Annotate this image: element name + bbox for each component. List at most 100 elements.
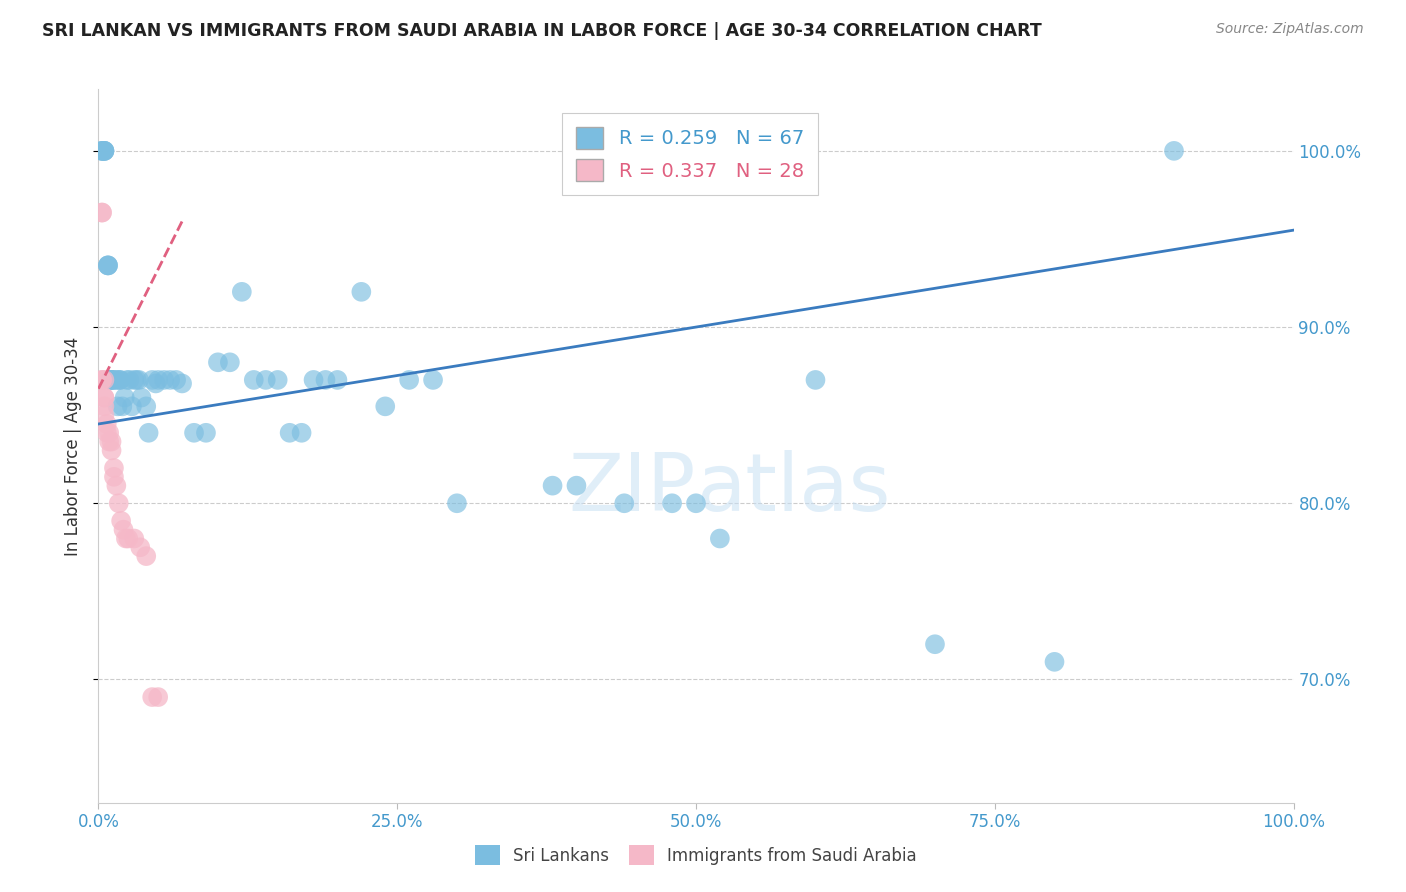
- Point: [118, 373, 141, 387]
- Point: [97, 259, 120, 273]
- Point: [98, 373, 122, 387]
- Point: [93, 373, 115, 387]
- Point: [138, 425, 160, 440]
- Point: [446, 496, 468, 510]
- Point: [91, 205, 114, 219]
- Point: [398, 373, 420, 387]
- Point: [1043, 655, 1066, 669]
- Point: [183, 425, 205, 440]
- Point: [129, 541, 152, 555]
- Point: [105, 478, 128, 492]
- Point: [194, 425, 218, 440]
- Point: [114, 391, 136, 405]
- Point: [111, 400, 134, 414]
- Point: [93, 144, 115, 158]
- Point: [96, 425, 118, 440]
- Point: [100, 434, 122, 449]
- Point: [165, 373, 187, 387]
- Point: [100, 443, 122, 458]
- Point: [98, 434, 121, 449]
- Point: [613, 496, 636, 510]
- Legend: Sri Lankans, Immigrants from Saudi Arabia: Sri Lankans, Immigrants from Saudi Arabi…: [467, 837, 925, 873]
- Point: [107, 373, 129, 387]
- Point: [97, 259, 120, 273]
- Point: [267, 373, 290, 387]
- Point: [91, 373, 114, 387]
- Point: [291, 425, 314, 440]
- Point: [103, 461, 125, 475]
- Point: [148, 690, 170, 704]
- Point: [661, 496, 683, 510]
- Point: [91, 144, 114, 158]
- Point: [172, 376, 194, 391]
- Point: [231, 285, 253, 299]
- Point: [115, 373, 138, 387]
- Point: [108, 373, 131, 387]
- Point: [219, 355, 242, 369]
- Y-axis label: In Labor Force | Age 30-34: In Labor Force | Age 30-34: [65, 336, 83, 556]
- Point: [207, 355, 229, 369]
- Point: [115, 532, 138, 546]
- Point: [91, 144, 114, 158]
- Point: [302, 373, 325, 387]
- Point: [112, 523, 135, 537]
- Point: [350, 285, 373, 299]
- Point: [125, 373, 148, 387]
- Text: atlas: atlas: [696, 450, 890, 528]
- Point: [709, 532, 731, 546]
- Point: [278, 425, 301, 440]
- Point: [135, 549, 157, 563]
- Point: [565, 478, 588, 492]
- Point: [685, 496, 707, 510]
- Point: [153, 373, 176, 387]
- Point: [145, 376, 167, 391]
- Point: [121, 400, 143, 414]
- Point: [98, 425, 121, 440]
- Point: [97, 259, 120, 273]
- Point: [254, 373, 277, 387]
- Point: [101, 373, 124, 387]
- Point: [93, 144, 115, 158]
- Point: [141, 690, 163, 704]
- Point: [98, 373, 122, 387]
- Point: [159, 373, 181, 387]
- Point: [91, 373, 114, 387]
- Point: [101, 373, 124, 387]
- Point: [93, 391, 115, 405]
- Point: [422, 373, 444, 387]
- Point: [148, 373, 170, 387]
- Point: [315, 373, 337, 387]
- Point: [117, 532, 139, 546]
- Point: [326, 373, 349, 387]
- Point: [91, 144, 114, 158]
- Text: SRI LANKAN VS IMMIGRANTS FROM SAUDI ARABIA IN LABOR FORCE | AGE 30-34 CORRELATIO: SRI LANKAN VS IMMIGRANTS FROM SAUDI ARAB…: [42, 22, 1042, 40]
- Point: [541, 478, 564, 492]
- Point: [104, 373, 127, 387]
- Point: [107, 496, 129, 510]
- Point: [124, 373, 146, 387]
- Text: Source: ZipAtlas.com: Source: ZipAtlas.com: [1216, 22, 1364, 37]
- Point: [135, 400, 157, 414]
- Point: [924, 637, 946, 651]
- Point: [243, 373, 266, 387]
- Point: [96, 417, 118, 431]
- Point: [131, 391, 153, 405]
- Point: [93, 144, 115, 158]
- Point: [93, 400, 115, 414]
- Point: [93, 408, 115, 422]
- Point: [110, 514, 132, 528]
- Point: [804, 373, 827, 387]
- Point: [103, 470, 125, 484]
- Point: [93, 391, 115, 405]
- Point: [141, 373, 163, 387]
- Point: [107, 400, 129, 414]
- Text: ZIP: ZIP: [568, 450, 696, 528]
- Point: [124, 532, 146, 546]
- Point: [98, 373, 122, 387]
- Point: [1163, 144, 1185, 158]
- Point: [108, 373, 131, 387]
- Point: [91, 205, 114, 219]
- Point: [93, 144, 115, 158]
- Point: [128, 373, 150, 387]
- Point: [374, 400, 396, 414]
